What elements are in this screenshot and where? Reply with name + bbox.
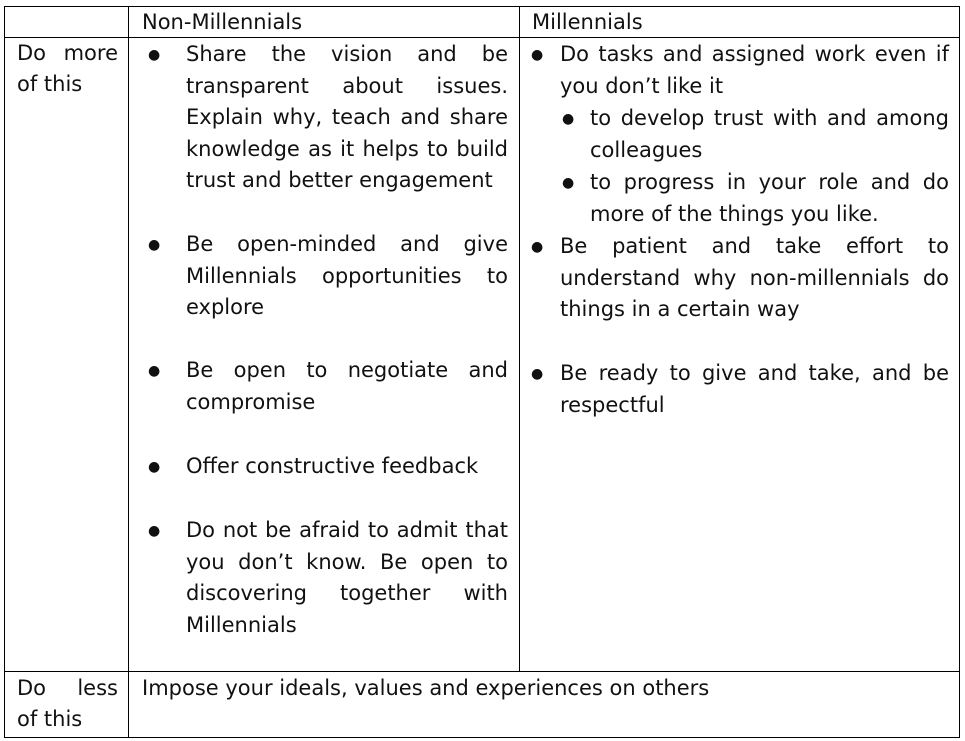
millennials-item-3: Be ready to give and take, and be respec…	[560, 361, 949, 417]
row-label-do-less: Do less	[17, 676, 118, 700]
bullet-icon: ●	[562, 175, 575, 191]
bullet-icon: ●	[531, 366, 544, 382]
bullet-icon: ●	[148, 363, 161, 379]
table-border-top	[4, 6, 960, 7]
non-millennials-item-3: Be open to negotiate and compromise	[186, 358, 508, 414]
do-less-text: Impose your ideals, values and experienc…	[142, 676, 710, 700]
bullet-icon: ●	[148, 459, 161, 475]
non-millennials-item-5: Do not be afraid to admit that you don’t…	[186, 518, 508, 637]
table-border-bottom	[4, 737, 960, 738]
header-row-border	[4, 37, 960, 38]
bullet-icon: ●	[531, 239, 544, 255]
table-border-left	[4, 6, 5, 738]
non-millennials-item-2: Be open-minded and give Millennials oppo…	[186, 232, 508, 319]
header-millennials: Millennials	[532, 10, 643, 34]
bullet-icon: ●	[148, 237, 161, 253]
row-label-do-more-line2: of this	[17, 72, 83, 96]
bullet-icon: ●	[562, 111, 575, 127]
row-label-do-less-line2: of this	[17, 707, 83, 731]
row-divider	[4, 671, 960, 672]
millennials-subitem-1: to develop trust with and among colleagu…	[590, 106, 949, 162]
bullet-icon: ●	[531, 47, 544, 63]
millennials-item-1: Do tasks and assigned work even if you d…	[560, 42, 949, 98]
non-millennials-item-4: Offer constructive feedback	[186, 454, 479, 478]
label-column-border	[128, 6, 129, 738]
middle-column-border	[519, 6, 520, 672]
bullet-icon: ●	[148, 523, 161, 539]
non-millennials-item-1: Share the vision and be transparent abou…	[186, 42, 508, 192]
millennials-item-2: Be patient and take effort to understand…	[560, 234, 949, 321]
table-border-right	[959, 6, 960, 738]
header-non-millennials: Non-Millennials	[142, 10, 303, 34]
bullet-icon: ●	[148, 47, 161, 63]
row-label-do-more: Do more	[17, 41, 118, 65]
millennials-subitem-2: to progress in your role and do more of …	[590, 170, 949, 226]
